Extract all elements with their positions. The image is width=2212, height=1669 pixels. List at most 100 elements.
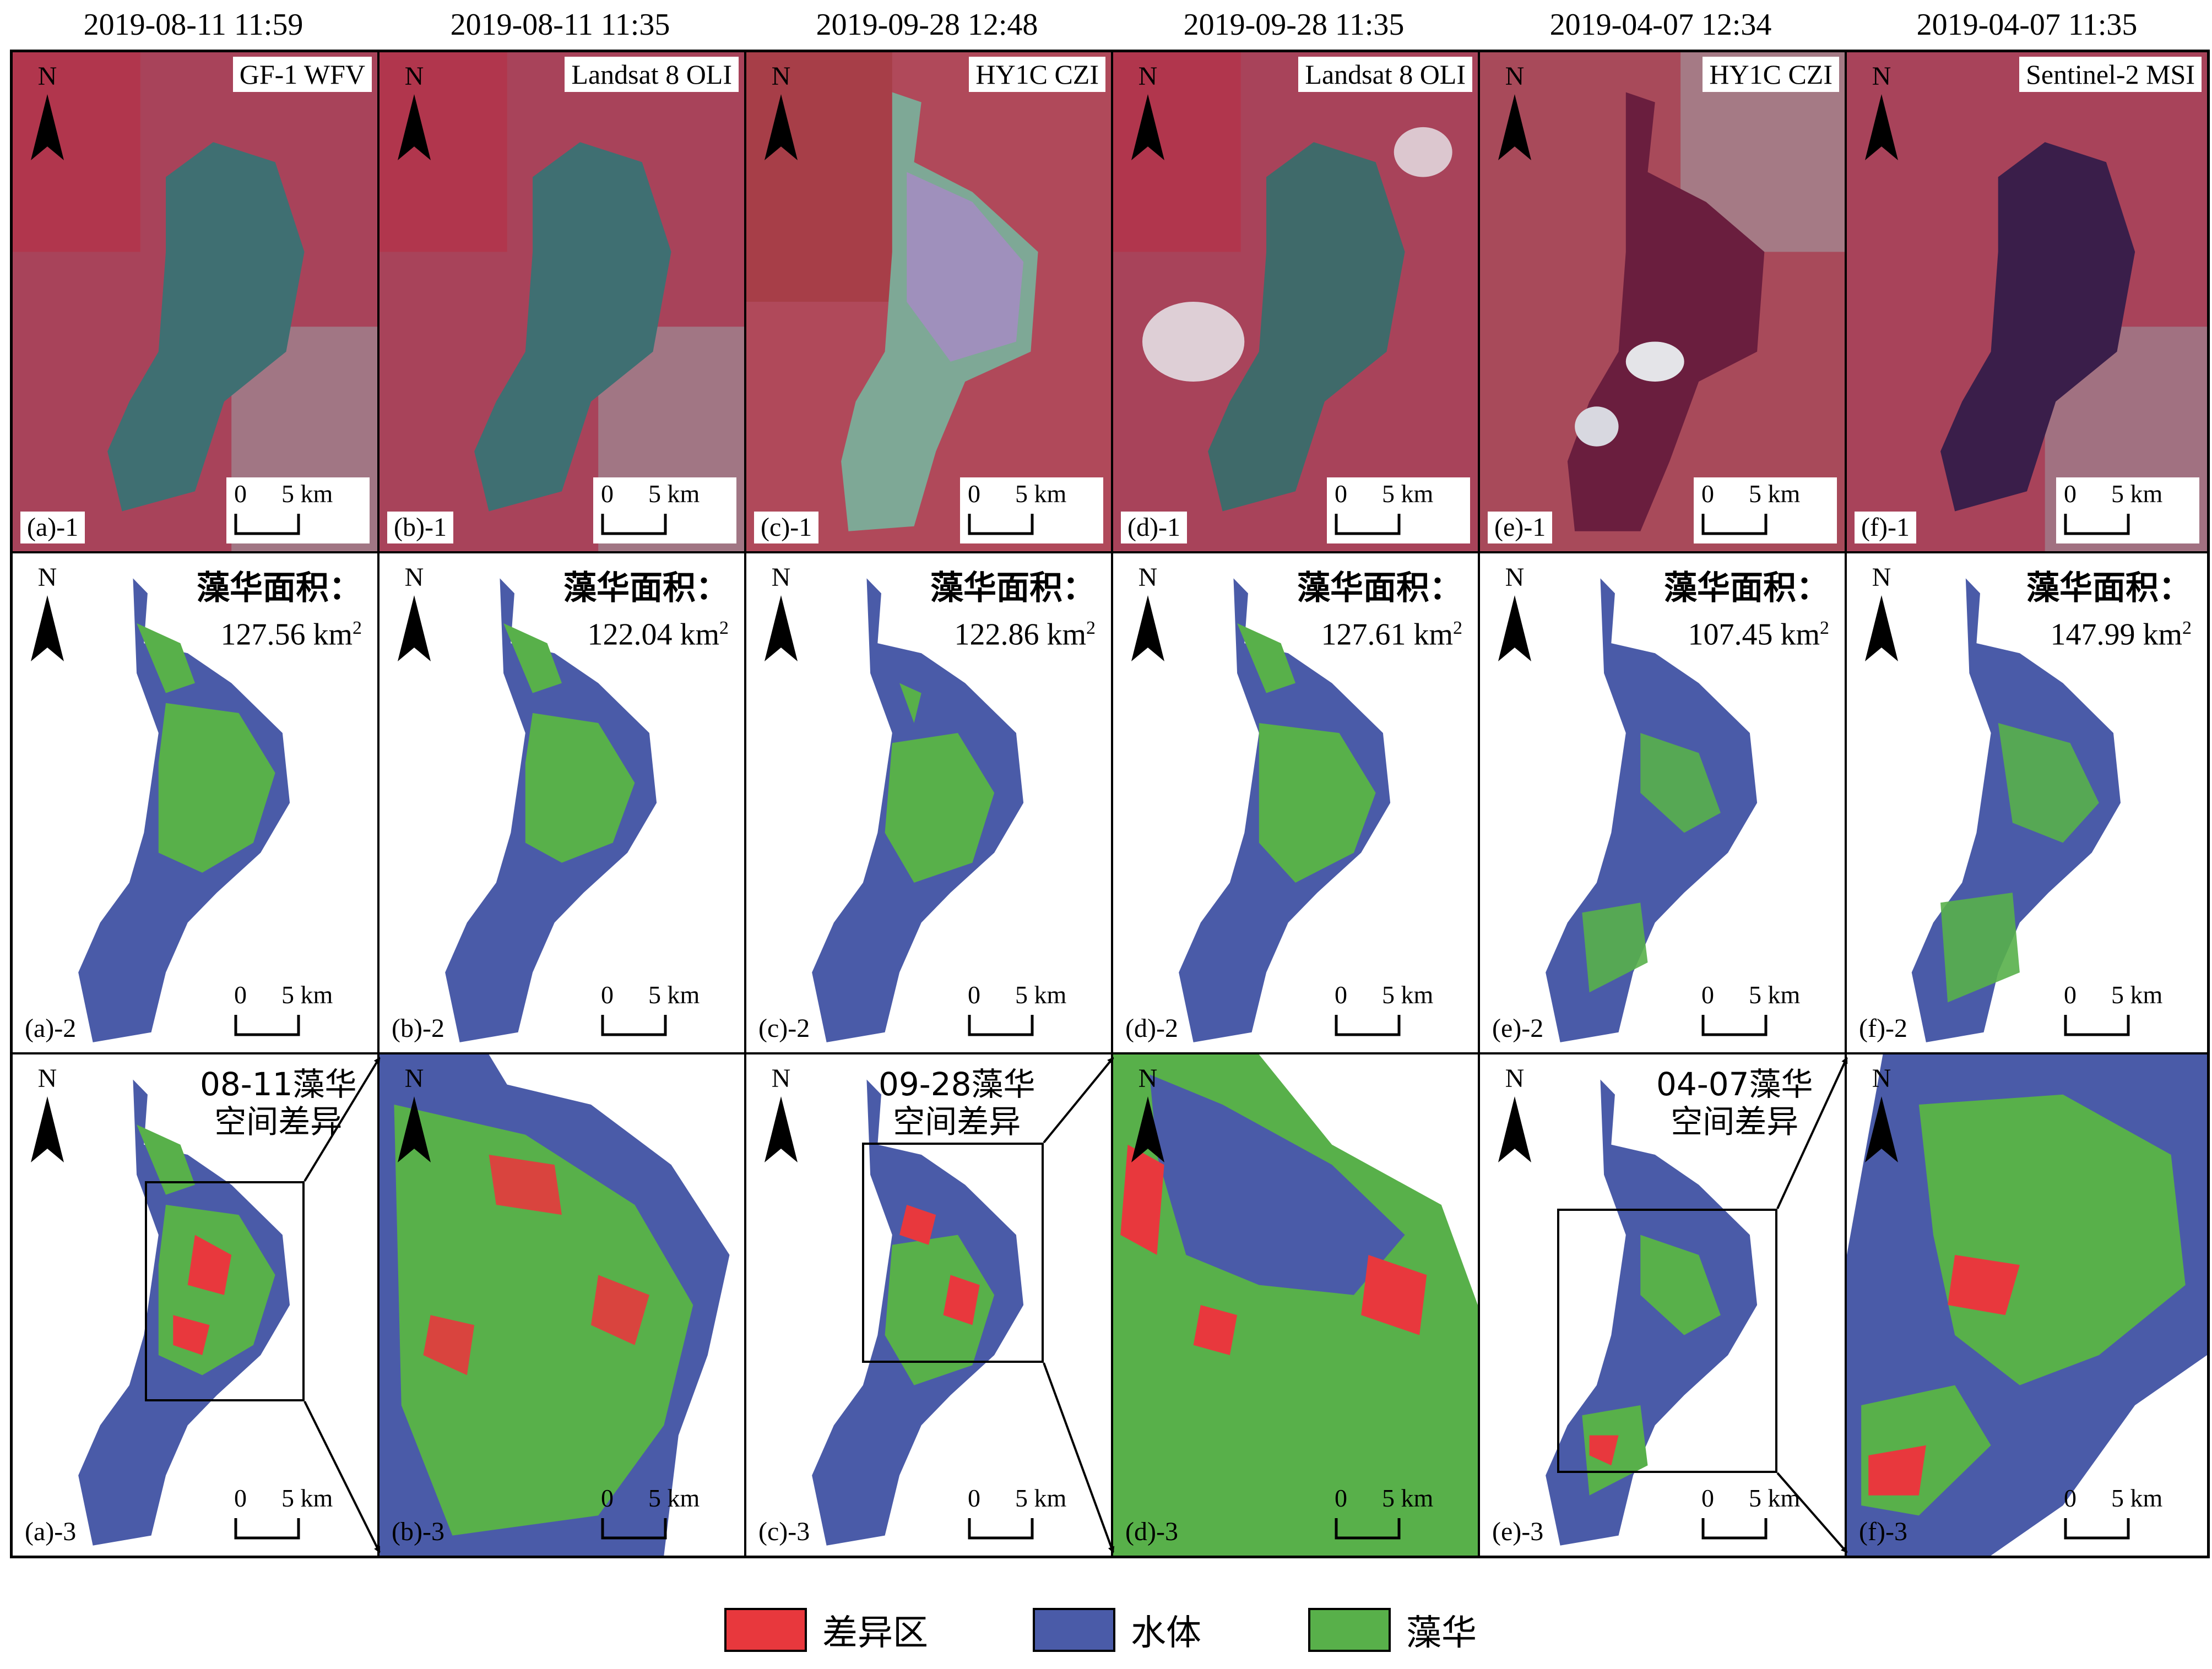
difference-map bbox=[78, 1079, 290, 1546]
panel-e-1: N HY1C CZI (e)-1 0 5 km bbox=[1480, 52, 1847, 553]
classification-map bbox=[1179, 578, 1391, 1042]
false-color-image bbox=[13, 52, 377, 551]
bloom-area-value: 127.61 km2 bbox=[1321, 617, 1462, 652]
scale-bar: 0 5 km bbox=[1694, 978, 1837, 1045]
north-arrow: N bbox=[1495, 563, 1534, 662]
panel-a-1: N GF-1 WFV (a)-1 0 5 km bbox=[13, 52, 379, 553]
difference-map-zoom bbox=[1847, 1054, 2207, 1556]
classification-map bbox=[1546, 578, 1758, 1042]
panel-b-2: N 藻华面积： 122.04 km2 (b)-2 0 5 km bbox=[379, 553, 746, 1054]
scale-bar: 0 5 km bbox=[593, 477, 736, 543]
panel-c-3: N 09-28藻华 空间差异 (c)-3 0 5 km bbox=[746, 1054, 1113, 1556]
sensor-label: Landsat 8 OLI bbox=[565, 57, 739, 92]
panel-label: (f)-3 bbox=[1859, 1517, 1907, 1546]
scale-bar: 0 5 km bbox=[593, 978, 736, 1045]
panel-f-3: N (f)-3 0 5 km bbox=[1847, 1054, 2207, 1556]
bloom-area-title: 藻华面积： bbox=[1664, 569, 1829, 607]
north-arrow: N bbox=[28, 1064, 67, 1164]
panel-a-2: N 藻华面积： 127.56 km2 (a)-2 0 5 km bbox=[13, 553, 379, 1054]
panel-label: (e)-2 bbox=[1492, 1014, 1544, 1043]
panel-label: (e)-3 bbox=[1492, 1517, 1544, 1546]
legend-item-difference: 差异区 bbox=[724, 1602, 928, 1657]
legend-swatch bbox=[1308, 1608, 1391, 1652]
bloom-area-title: 藻华面积： bbox=[1297, 569, 1462, 607]
panel-label: (a)-3 bbox=[25, 1517, 77, 1546]
panel-label: (d)-1 bbox=[1121, 512, 1187, 543]
panel-d-3: N (d)-3 0 5 km bbox=[1113, 1054, 1480, 1556]
north-arrow: N bbox=[395, 62, 433, 161]
bloom-area-value: 147.99 km2 bbox=[2050, 617, 2192, 652]
panel-label: (b)-2 bbox=[392, 1014, 444, 1043]
panel-d-2: N 藻华面积： 127.61 km2 (d)-2 0 5 km bbox=[1113, 553, 1480, 1054]
panel-label: (c)-1 bbox=[754, 512, 819, 543]
classification-map bbox=[1911, 578, 2121, 1042]
column-header-a: 2019-08-11 11:59 bbox=[83, 8, 303, 42]
panel-b-3: N (b)-3 0 5 km bbox=[379, 1054, 746, 1556]
north-arrow: N bbox=[1862, 563, 1901, 662]
difference-title: 09-28藻华 空间差异 bbox=[879, 1065, 1035, 1140]
panel-label: (b)-3 bbox=[392, 1517, 444, 1546]
panel-d-1: N Landsat 8 OLI (d)-1 0 5 km bbox=[1113, 52, 1480, 553]
false-color-image bbox=[746, 52, 1111, 551]
zoom-extent-box bbox=[862, 1143, 1044, 1363]
bloom-area-value: 122.86 km2 bbox=[954, 617, 1096, 652]
scale-bar: 0 5 km bbox=[1327, 978, 1470, 1045]
column-header-c: 2019-09-28 12:48 bbox=[816, 8, 1038, 42]
panel-f-2: N 藻华面积： 147.99 km2 (f)-2 0 5 km bbox=[1847, 553, 2207, 1054]
panel-label: (c)-2 bbox=[758, 1014, 810, 1043]
bloom-area-value: 107.45 km2 bbox=[1688, 617, 1829, 652]
panel-e-2: N 藻华面积： 107.45 km2 (e)-2 0 5 km bbox=[1480, 553, 1847, 1054]
north-arrow: N bbox=[28, 563, 67, 662]
scale-bar: 0 5 km bbox=[2056, 978, 2199, 1045]
panel-c-2: N 藻华面积： 122.86 km2 (c)-2 0 5 km bbox=[746, 553, 1113, 1054]
scale-bar: 0 5 km bbox=[226, 1482, 370, 1548]
classification-map bbox=[445, 578, 657, 1042]
bloom-area-value: 122.04 km2 bbox=[587, 617, 729, 652]
panel-label: (c)-3 bbox=[758, 1517, 810, 1546]
legend-item-bloom: 藻华 bbox=[1308, 1602, 1477, 1657]
scale-bar: 0 5 km bbox=[960, 477, 1103, 543]
bloom-area-value: 127.56 km2 bbox=[220, 617, 362, 652]
panel-label: (f)-2 bbox=[1859, 1014, 1907, 1043]
sensor-label: HY1C CZI bbox=[1703, 57, 1839, 92]
north-arrow: N bbox=[1862, 1064, 1901, 1164]
legend-label: 差异区 bbox=[822, 1613, 928, 1654]
classification-map bbox=[812, 578, 1024, 1042]
north-arrow: N bbox=[762, 563, 800, 662]
panel-label: (d)-3 bbox=[1125, 1517, 1178, 1546]
legend-label: 水体 bbox=[1131, 1613, 1201, 1654]
false-color-image bbox=[1480, 52, 1845, 551]
scale-bar: 0 5 km bbox=[1694, 1482, 1837, 1548]
legend-item-water: 水体 bbox=[1033, 1602, 1201, 1657]
sensor-label: HY1C CZI bbox=[969, 57, 1105, 92]
classification-map bbox=[78, 578, 290, 1042]
zoom-extent-box bbox=[145, 1181, 305, 1401]
scale-bar: 0 5 km bbox=[960, 978, 1103, 1045]
scale-bar: 0 5 km bbox=[226, 978, 370, 1045]
north-arrow: N bbox=[28, 62, 67, 161]
bloom-area-title: 藻华面积： bbox=[2026, 569, 2192, 607]
bloom-area-title: 藻华面积： bbox=[930, 569, 1096, 607]
sensor-label: GF-1 WFV bbox=[232, 57, 372, 92]
north-arrow: N bbox=[1495, 1064, 1534, 1164]
scale-bar: 0 5 km bbox=[2056, 477, 2199, 543]
north-arrow: N bbox=[1129, 62, 1167, 161]
panel-label: (f)-1 bbox=[1855, 512, 1916, 543]
false-color-image bbox=[1113, 52, 1478, 551]
panel-b-1: N Landsat 8 OLI (b)-1 0 5 km bbox=[379, 52, 746, 553]
panel-label: (b)-1 bbox=[387, 512, 453, 543]
sensor-label: Landsat 8 OLI bbox=[1298, 57, 1472, 92]
difference-title: 08-11藻华 空间差异 bbox=[200, 1065, 357, 1140]
column-header-e: 2019-04-07 12:34 bbox=[1549, 8, 1772, 42]
zoom-extent-box bbox=[1557, 1209, 1777, 1473]
scale-bar: 0 5 km bbox=[1694, 477, 1837, 543]
difference-title: 04-07藻华 空间差异 bbox=[1656, 1065, 1813, 1140]
column-header-d: 2019-09-28 11:35 bbox=[1183, 8, 1405, 42]
panel-grid: N GF-1 WFV (a)-1 0 5 km N Landsat 8 bbox=[10, 50, 2210, 1558]
sensor-label: Sentinel-2 MSI bbox=[2019, 57, 2202, 92]
panel-c-1: N HY1C CZI (c)-1 0 5 km bbox=[746, 52, 1113, 553]
panel-a-3: N 08-11藻华 空间差异 (a)-3 0 5 km bbox=[13, 1054, 379, 1556]
scale-bar: 0 5 km bbox=[2056, 1482, 2199, 1548]
north-arrow: N bbox=[1495, 62, 1534, 161]
